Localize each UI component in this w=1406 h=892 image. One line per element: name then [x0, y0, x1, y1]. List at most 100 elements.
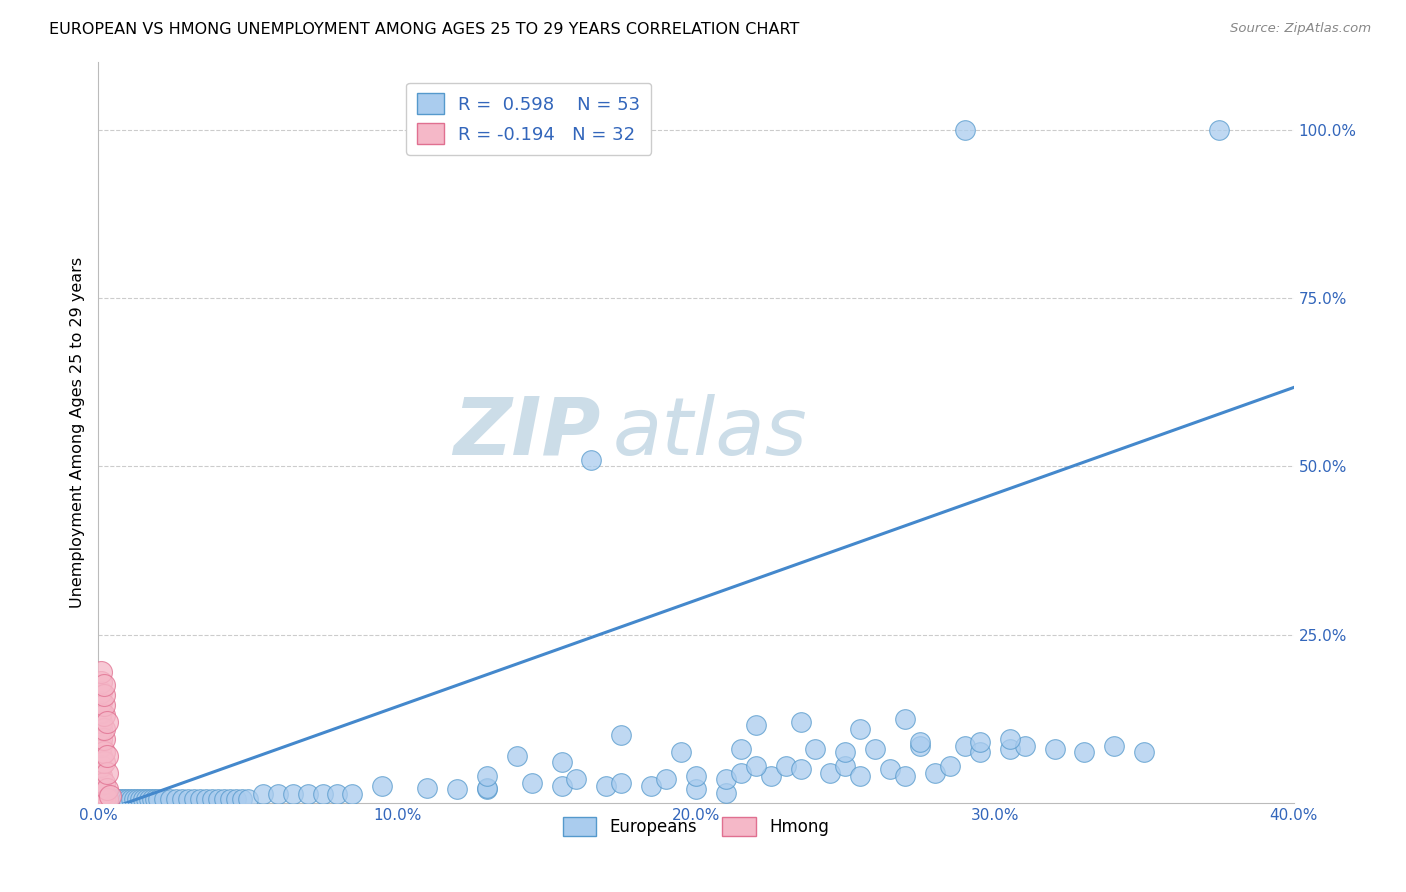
- Point: [188, 792, 211, 806]
- Point: [924, 765, 946, 780]
- Point: [953, 122, 976, 136]
- Point: [775, 758, 797, 772]
- Point: [998, 731, 1021, 746]
- Point: [640, 779, 662, 793]
- Point: [90, 782, 112, 797]
- Point: [108, 792, 131, 806]
- Point: [581, 452, 603, 467]
- Point: [1104, 739, 1126, 753]
- Point: [506, 748, 529, 763]
- Point: [90, 714, 112, 729]
- Point: [90, 705, 112, 719]
- Point: [879, 762, 901, 776]
- Point: [90, 789, 112, 803]
- Point: [745, 718, 768, 732]
- Point: [138, 792, 160, 806]
- Point: [114, 792, 136, 806]
- Point: [969, 745, 991, 759]
- Point: [153, 792, 176, 806]
- Point: [96, 714, 118, 729]
- Point: [669, 745, 692, 759]
- Point: [93, 792, 115, 806]
- Point: [90, 792, 112, 806]
- Point: [90, 731, 112, 746]
- Point: [225, 792, 247, 806]
- Point: [326, 787, 349, 801]
- Point: [1133, 745, 1156, 759]
- Point: [93, 722, 115, 736]
- Point: [789, 714, 811, 729]
- Point: [172, 792, 194, 806]
- Point: [207, 792, 229, 806]
- Point: [834, 758, 856, 772]
- Point: [311, 787, 333, 801]
- Point: [1014, 739, 1036, 753]
- Point: [98, 789, 122, 803]
- Point: [342, 787, 364, 801]
- Point: [195, 792, 218, 806]
- Point: [93, 698, 115, 713]
- Point: [998, 742, 1021, 756]
- Point: [745, 758, 768, 772]
- Point: [231, 792, 253, 806]
- Point: [849, 769, 872, 783]
- Point: [183, 792, 205, 806]
- Point: [219, 792, 242, 806]
- Point: [96, 792, 118, 806]
- Point: [820, 765, 842, 780]
- Point: [834, 745, 856, 759]
- Point: [446, 782, 468, 797]
- Point: [201, 792, 224, 806]
- Point: [96, 748, 118, 763]
- Point: [252, 787, 274, 801]
- Point: [177, 792, 200, 806]
- Point: [595, 779, 617, 793]
- Point: [90, 695, 112, 709]
- Point: [159, 792, 181, 806]
- Point: [655, 772, 678, 787]
- Point: [908, 739, 931, 753]
- Point: [93, 756, 115, 770]
- Point: [610, 775, 633, 789]
- Point: [475, 122, 498, 136]
- Point: [281, 787, 304, 801]
- Point: [1208, 122, 1230, 136]
- Point: [103, 792, 125, 806]
- Point: [124, 792, 146, 806]
- Point: [98, 792, 122, 806]
- Point: [96, 765, 118, 780]
- Point: [475, 780, 498, 795]
- Point: [96, 792, 118, 806]
- Legend: Europeans, Hmong: Europeans, Hmong: [557, 810, 835, 843]
- Point: [93, 731, 115, 746]
- Point: [550, 779, 572, 793]
- Point: [714, 786, 737, 800]
- Point: [129, 792, 152, 806]
- Point: [730, 765, 752, 780]
- Point: [90, 792, 112, 806]
- Point: [165, 792, 187, 806]
- Point: [93, 708, 115, 723]
- Point: [93, 745, 115, 759]
- Point: [865, 742, 887, 756]
- Point: [90, 722, 112, 736]
- Point: [93, 786, 115, 800]
- Point: [1073, 745, 1095, 759]
- Point: [730, 742, 752, 756]
- Point: [143, 792, 166, 806]
- Point: [90, 758, 112, 772]
- Point: [520, 775, 543, 789]
- Point: [849, 722, 872, 736]
- Point: [565, 772, 588, 787]
- Point: [894, 712, 917, 726]
- Point: [908, 735, 931, 749]
- Point: [127, 792, 149, 806]
- Point: [120, 792, 142, 806]
- Point: [212, 792, 235, 806]
- Point: [90, 674, 112, 689]
- Point: [939, 758, 962, 772]
- Point: [135, 792, 157, 806]
- Point: [96, 782, 118, 797]
- Point: [804, 742, 827, 756]
- Text: EUROPEAN VS HMONG UNEMPLOYMENT AMONG AGES 25 TO 29 YEARS CORRELATION CHART: EUROPEAN VS HMONG UNEMPLOYMENT AMONG AGE…: [49, 22, 800, 37]
